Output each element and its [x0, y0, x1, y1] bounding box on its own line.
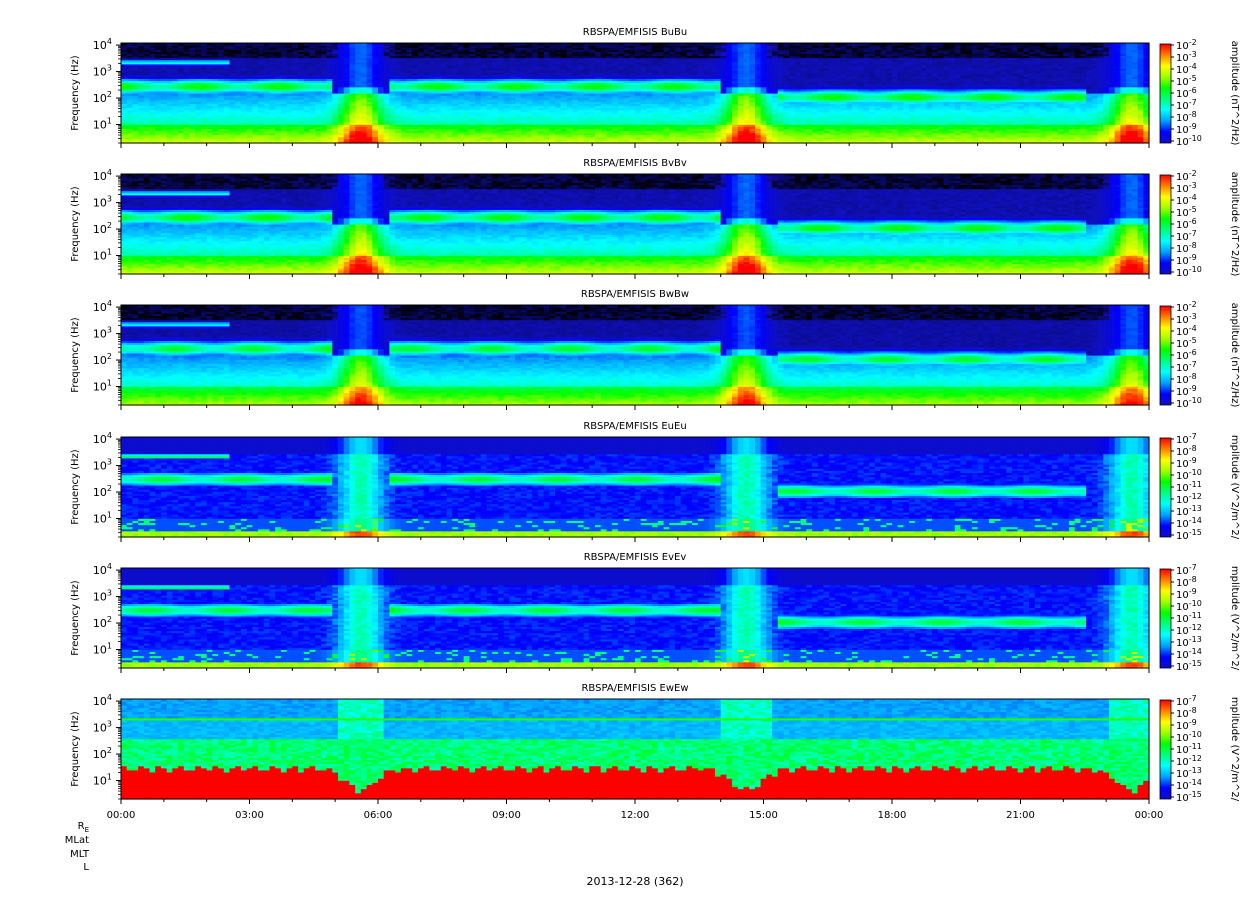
spectrogram-image	[121, 43, 1150, 144]
